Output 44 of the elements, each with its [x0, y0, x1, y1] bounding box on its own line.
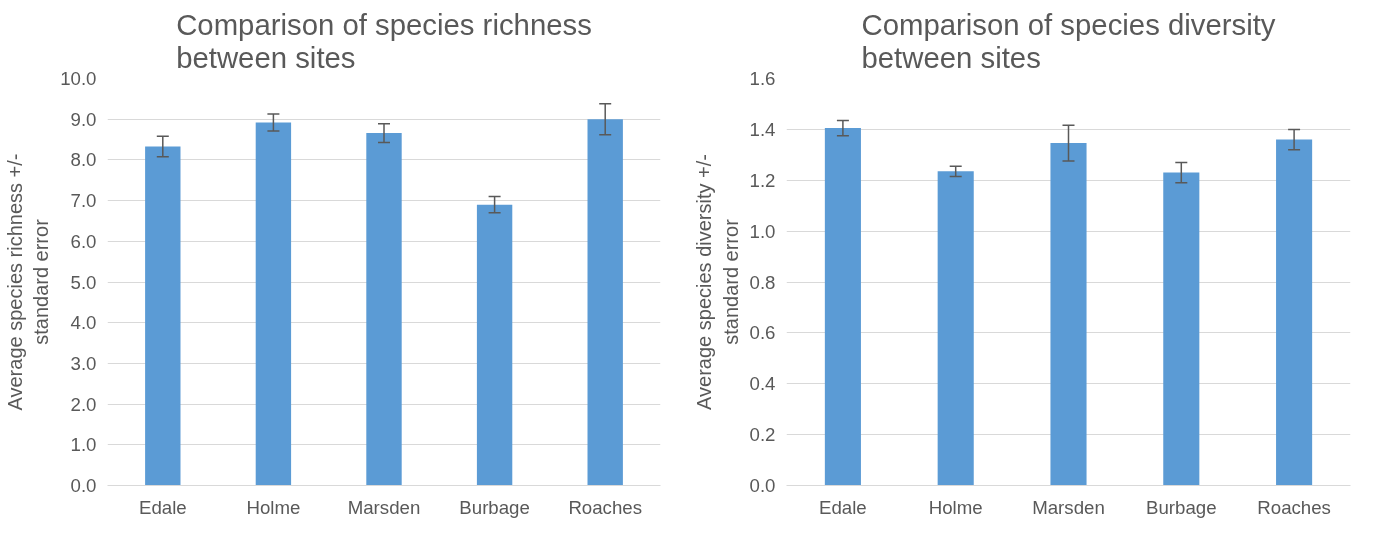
bar: [1276, 139, 1313, 486]
chart-title: Comparison of species diversity between sites: [861, 7, 1276, 74]
x-tick-label: Edale: [138, 496, 187, 518]
y-tick-label: 9.0: [70, 108, 97, 130]
bar: [937, 171, 974, 486]
y-tick-label: 1.0: [70, 434, 97, 456]
x-tick-label: Marsden: [1032, 496, 1105, 518]
y-axis-title: Average species richness +/- standard error: [3, 153, 53, 411]
x-tick-label: Holme: [246, 496, 301, 518]
y-tick-label: 0.4: [749, 373, 776, 395]
y-tick-label: 3.0: [70, 352, 97, 374]
y-tick-label: 0.2: [749, 424, 776, 446]
x-tick-label: Edale: [819, 496, 867, 518]
x-tick-label: Marsden: [347, 496, 421, 518]
y-tick-label: 2.0: [70, 393, 97, 415]
bar: [1050, 143, 1087, 486]
y-tick-label: 4.0: [70, 312, 97, 334]
y-tick-label: 0.6: [749, 322, 776, 344]
x-tick-label: Burbage: [1146, 496, 1217, 518]
y-tick-label: 1.4: [749, 118, 776, 140]
bar: [476, 204, 513, 486]
bar: [145, 146, 181, 486]
y-tick-label: 1.0: [749, 220, 776, 242]
y-tick-label: 0.8: [749, 271, 776, 293]
y-tick-label: 10.0: [60, 68, 97, 89]
bar: [1163, 172, 1200, 486]
chart-title: Comparison of species richness between sites: [176, 7, 592, 74]
x-tick-label: Roaches: [568, 496, 643, 518]
y-tick-label: 0.0: [749, 475, 776, 496]
x-tick-label: Burbage: [459, 496, 530, 518]
y-tick-label: 8.0: [70, 149, 97, 171]
y-tick-label: 7.0: [70, 190, 97, 212]
y-tick-label: 1.6: [749, 68, 776, 89]
bar: [255, 122, 292, 486]
bar: [366, 133, 402, 486]
x-tick-label: Holme: [928, 496, 983, 518]
y-tick-label: 1.2: [749, 169, 776, 191]
y-axis-title: Average species diversity +/- standard error: [693, 154, 742, 410]
bar: [824, 128, 861, 486]
bar: [587, 119, 623, 486]
y-tick-label: 6.0: [70, 230, 97, 252]
y-tick-label: 5.0: [70, 271, 97, 293]
y-tick-label: 0.0: [70, 475, 97, 496]
x-tick-label: Roaches: [1257, 496, 1331, 518]
